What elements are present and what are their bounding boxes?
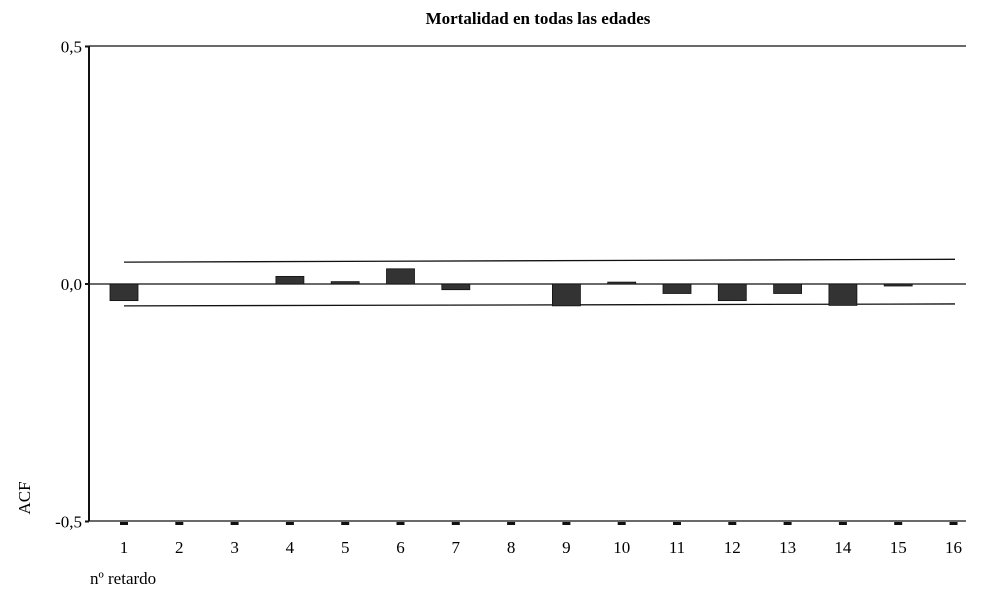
acf-bar: [552, 283, 581, 307]
x-tick-mark: [175, 522, 184, 525]
x-tick-mark: [507, 522, 516, 525]
x-tick-mark: [894, 522, 903, 525]
x-tick-label: 11: [669, 538, 685, 557]
acf-bars: [109, 268, 913, 307]
acf-bar: [441, 283, 471, 291]
acf-bar: [773, 283, 802, 294]
x-tick-mark: [120, 522, 128, 525]
x-tick-label: 1: [120, 538, 129, 557]
confidence-limits: [123, 258, 956, 307]
y-tick-label: 0,0: [61, 275, 82, 294]
acf-bar: [828, 283, 858, 306]
x-tick-label: 8: [507, 538, 516, 557]
x-tick-mark: [838, 522, 847, 525]
acf-bar: [275, 275, 305, 285]
y-tick-label: -0,5: [55, 513, 82, 532]
x-tick-label: 15: [890, 538, 907, 557]
plot-frame: [85, 45, 966, 525]
x-tick-mark: [451, 522, 460, 525]
x-tick-label: 10: [613, 538, 630, 557]
x-tick-mark: [396, 522, 405, 525]
x-tick-label: 12: [724, 538, 741, 557]
x-tick-mark: [341, 522, 350, 525]
acf-bar: [662, 283, 692, 294]
upper-confidence-line: [123, 258, 956, 263]
x-tick-label: 9: [562, 538, 571, 557]
acf-bar: [607, 281, 637, 285]
x-tick-label: 3: [230, 538, 239, 557]
x-axis-title: nº retardo: [90, 569, 156, 588]
y-tick-labels: 0,5 0,0 -0,5: [55, 38, 82, 532]
acf-bar: [109, 283, 139, 302]
x-tick-label: 6: [396, 538, 405, 557]
acf-bar: [883, 283, 913, 287]
x-tick-label: 5: [341, 538, 350, 557]
x-tick-label: 13: [779, 538, 796, 557]
y-axis-title: ACF: [15, 481, 34, 514]
acf-bar: [717, 283, 747, 302]
acf-bar: [386, 268, 415, 285]
x-tick-label: 16: [945, 538, 962, 557]
x-tick-mark: [728, 522, 737, 525]
x-tick-mark: [673, 522, 681, 525]
acf-bar: [330, 281, 360, 285]
x-tick-label: 4: [286, 538, 295, 557]
x-tick-mark: [783, 522, 792, 525]
x-tick-mark: [617, 522, 626, 525]
x-tick-label: 2: [175, 538, 184, 557]
y-tick-label: 0,5: [61, 38, 82, 57]
x-tick-mark: [949, 522, 958, 525]
x-tick-labels: 1 2 3 4 5 6 7 8 9 10 11 12 13 14 15 16: [120, 538, 962, 557]
x-tick-mark: [285, 522, 294, 525]
x-tick-label: 14: [834, 538, 852, 557]
x-tick-mark: [562, 522, 571, 525]
chart-title: Mortalidad en todas las edades: [426, 9, 651, 28]
x-tick-mark: [230, 522, 239, 525]
x-tick-label: 7: [452, 538, 461, 557]
lower-confidence-line: [123, 303, 956, 307]
